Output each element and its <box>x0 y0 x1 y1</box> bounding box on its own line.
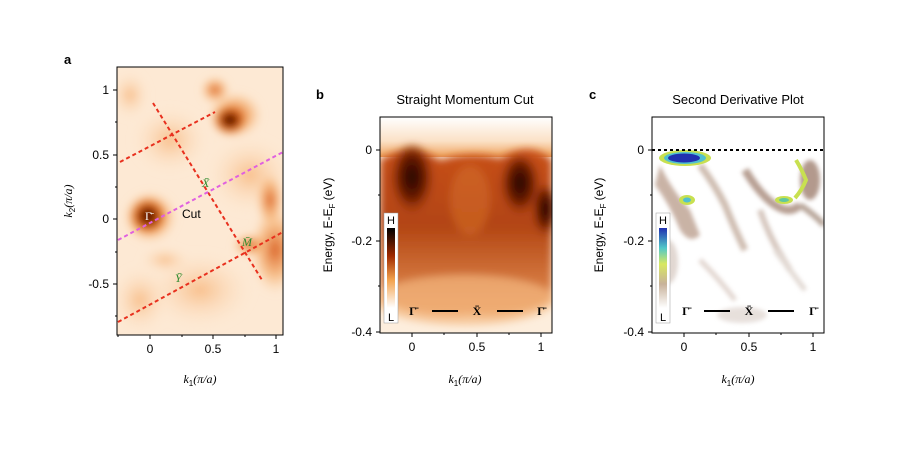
a-ytick: 0 <box>102 212 109 226</box>
c-colorbar-low: L <box>660 312 666 324</box>
cut-label: Cut <box>182 207 201 221</box>
a-xtick: 0 <box>147 342 154 356</box>
a-xtick: 0.5 <box>205 342 222 356</box>
point-gamma: Γ̄ <box>145 209 154 223</box>
b-path-gamma-2: Γ̄ <box>537 304 547 318</box>
c-colorbar-high: H <box>659 215 667 227</box>
c-ytick: -0.2 <box>623 234 644 248</box>
a-ytick: 1 <box>102 83 109 97</box>
b-xlabel: k1(π/a) <box>448 372 481 388</box>
a-ylabel: k2(π/a) <box>61 184 77 217</box>
fermi-surface-map <box>117 67 283 335</box>
c-ytick: -0.4 <box>623 325 644 339</box>
c-ylabel: Energy, E-EF (eV) <box>592 178 608 273</box>
b-xtick: 0 <box>409 340 416 354</box>
panel-b-letter: b <box>316 87 324 102</box>
b-ytick: -0.4 <box>351 325 372 339</box>
panel-a: a <box>61 52 284 388</box>
b-path-x: X̄ <box>473 304 482 318</box>
c-path-gamma-2: Γ̄ <box>809 304 819 318</box>
panel-c: c Second Derivative Plot <box>589 87 825 388</box>
a-ytick: 0.5 <box>92 148 109 162</box>
b-xtick: 0.5 <box>469 340 486 354</box>
c-path-x: X̄ <box>745 304 754 318</box>
point-x: X̄ <box>201 176 210 190</box>
b-xtick: 1 <box>538 340 545 354</box>
a-xlabel: k1(π/a) <box>183 372 216 388</box>
b-ylabel: Energy, E-EF (eV) <box>321 178 337 273</box>
c-xtick: 0.5 <box>741 340 758 354</box>
panel-b: b Straight Momentum Cut H L Γ̄ X̄ Γ̄ <box>316 87 553 388</box>
cut-line <box>117 151 283 241</box>
panel-c-title: Second Derivative Plot <box>672 92 804 107</box>
point-m: M̄ <box>241 235 253 249</box>
panel-a-letter: a <box>64 52 72 67</box>
panel-b-title: Straight Momentum Cut <box>396 92 534 107</box>
c-xlabel: k1(π/a) <box>721 372 754 388</box>
panel-a-yaxis <box>113 89 117 317</box>
arpes-cut-image <box>380 117 552 333</box>
a-ytick: -0.5 <box>88 277 109 291</box>
b-ytick: 0 <box>365 143 372 157</box>
c-path-gamma-1: Γ̄ <box>682 304 692 318</box>
c-xtick: 1 <box>810 340 817 354</box>
point-y: Ȳ <box>175 271 183 285</box>
b-ytick: -0.2 <box>351 234 372 248</box>
a-xtick: 1 <box>273 342 280 356</box>
c-xtick: 0 <box>681 340 688 354</box>
b-colorbar-high: H <box>387 215 395 227</box>
b-colorbar-low: L <box>388 312 394 324</box>
b-path-gamma-1: Γ̄ <box>409 304 419 318</box>
c-ytick: 0 <box>637 143 644 157</box>
second-derivative-image <box>652 117 824 333</box>
panel-c-letter: c <box>589 87 596 102</box>
